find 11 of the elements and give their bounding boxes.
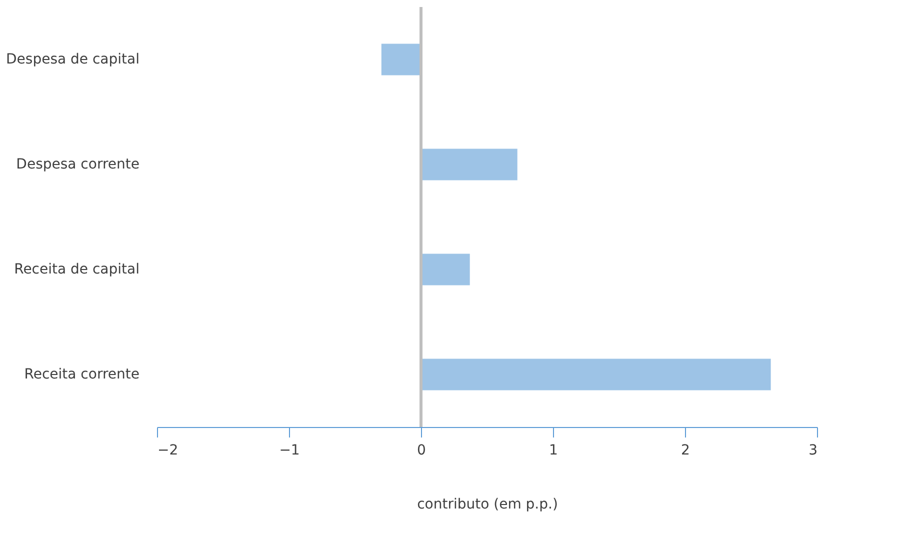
y-tick-label: Receita de capital	[14, 262, 140, 278]
x-tick-label: 0	[417, 442, 426, 458]
y-tick-label: Receita corrente	[24, 366, 140, 382]
x-tick-label: −2	[158, 442, 178, 458]
x-axis-title: contributo (em p.p.)	[417, 496, 558, 512]
y-tick-label: Despesa de capital	[6, 52, 140, 68]
x-tick-label: 2	[681, 442, 690, 458]
x-tick-label: 3	[808, 442, 818, 458]
y-tick-label: Despesa corrente	[16, 156, 140, 172]
x-tick-label: 1	[549, 442, 558, 458]
x-tick-label: −1	[279, 442, 300, 458]
